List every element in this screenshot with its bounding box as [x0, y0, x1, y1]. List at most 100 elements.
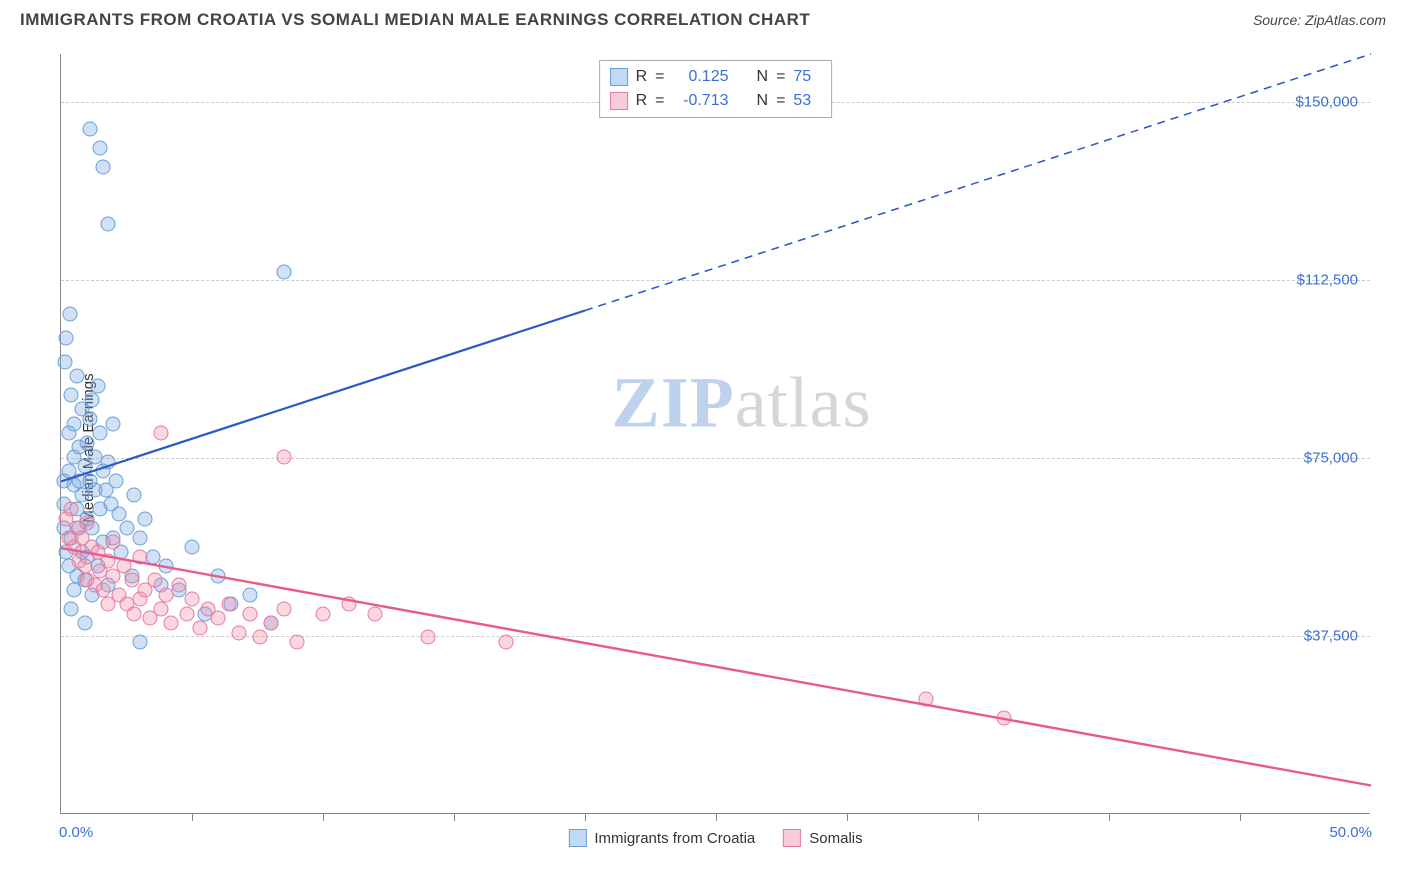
x-tick — [716, 813, 717, 821]
trendline-solid-somalis — [61, 548, 1371, 786]
stats-row-somalis: R = -0.713 N = 53 — [610, 89, 822, 113]
scatter-point-somalis — [211, 611, 226, 626]
stat-N-label: N — [757, 65, 769, 89]
x-tick — [1240, 813, 1241, 821]
source-name: ZipAtlas.com — [1305, 12, 1386, 28]
scatter-point-somalis — [80, 516, 95, 531]
stat-equals2: = — [776, 65, 785, 89]
scatter-point-somalis — [192, 620, 207, 635]
stat-R-croatia: 0.125 — [673, 65, 729, 89]
scatter-point-somalis — [342, 597, 357, 612]
x-tick — [454, 813, 455, 821]
scatter-point-croatia — [64, 601, 79, 616]
stats-row-croatia: R = 0.125 N = 75 — [610, 65, 822, 89]
scatter-point-croatia — [82, 122, 97, 137]
scatter-point-croatia — [82, 411, 97, 426]
legend-swatch-pink-icon — [783, 829, 801, 847]
chart-header: IMMIGRANTS FROM CROATIA VS SOMALI MEDIAN… — [0, 0, 1406, 30]
x-tick — [585, 813, 586, 821]
plot-area: ZIPatlas $37,500$75,000$112,500$150,000 … — [60, 54, 1370, 814]
x-max-label: 50.0% — [1329, 824, 1372, 841]
scatter-point-croatia — [211, 568, 226, 583]
scatter-point-somalis — [420, 630, 435, 645]
x-tick — [1109, 813, 1110, 821]
scatter-point-somalis — [158, 587, 173, 602]
scatter-point-somalis — [101, 554, 116, 569]
scatter-point-croatia — [132, 635, 147, 650]
scatter-point-somalis — [64, 502, 79, 517]
scatter-point-croatia — [93, 426, 108, 441]
swatch-pink-icon — [610, 92, 628, 110]
scatter-point-somalis — [185, 592, 200, 607]
trendlines-layer — [61, 54, 1371, 814]
scatter-point-croatia — [119, 521, 134, 536]
scatter-point-somalis — [171, 578, 186, 593]
scatter-point-somalis — [106, 535, 121, 550]
scatter-point-somalis — [124, 573, 139, 588]
chart-title: IMMIGRANTS FROM CROATIA VS SOMALI MEDIAN… — [20, 10, 810, 30]
scatter-point-croatia — [101, 454, 116, 469]
x-tick — [978, 813, 979, 821]
stat-R-somalis: -0.713 — [673, 89, 729, 113]
stat-R-label2: R — [636, 89, 648, 113]
watermark-atlas: atlas — [735, 363, 872, 443]
stats-box: R = 0.125 N = 75 R = -0.713 N = 53 — [599, 60, 833, 118]
scatter-point-croatia — [158, 559, 173, 574]
scatter-point-somalis — [164, 616, 179, 631]
scatter-point-somalis — [316, 606, 331, 621]
scatter-point-croatia — [106, 416, 121, 431]
scatter-point-somalis — [276, 601, 291, 616]
stat-equals: = — [655, 65, 664, 89]
scatter-point-somalis — [153, 426, 168, 441]
scatter-point-croatia — [85, 392, 100, 407]
scatter-point-croatia — [64, 388, 79, 403]
scatter-point-croatia — [185, 540, 200, 555]
scatter-point-croatia — [242, 587, 257, 602]
stat-equals4: = — [776, 89, 785, 113]
scatter-point-somalis — [116, 559, 131, 574]
legend-label-somalis: Somalis — [809, 830, 862, 847]
scatter-point-somalis — [918, 692, 933, 707]
x-tick — [323, 813, 324, 821]
scatter-point-somalis — [232, 625, 247, 640]
watermark-zip: ZIP — [612, 363, 735, 443]
y-tick-label: $75,000 — [1304, 449, 1358, 466]
scatter-point-croatia — [145, 549, 160, 564]
source-credit: Source: ZipAtlas.com — [1253, 12, 1386, 28]
y-tick-label: $150,000 — [1295, 93, 1358, 110]
scatter-point-croatia — [137, 511, 152, 526]
x-tick — [847, 813, 848, 821]
stat-N-croatia: 75 — [793, 65, 821, 89]
y-tick-label: $37,500 — [1304, 627, 1358, 644]
stat-N-label2: N — [757, 89, 769, 113]
scatter-point-somalis — [132, 549, 147, 564]
gridline — [61, 280, 1370, 281]
swatch-blue-icon — [610, 68, 628, 86]
scatter-point-croatia — [57, 354, 72, 369]
legend-item-somalis: Somalis — [783, 829, 862, 847]
scatter-point-somalis — [95, 582, 110, 597]
stat-R-label: R — [636, 65, 648, 89]
scatter-point-croatia — [132, 530, 147, 545]
scatter-point-croatia — [101, 217, 116, 232]
scatter-point-croatia — [63, 307, 78, 322]
scatter-point-somalis — [499, 635, 514, 650]
chart-wrapper: Median Male Earnings ZIPatlas $37,500$75… — [20, 48, 1386, 848]
scatter-point-croatia — [90, 378, 105, 393]
scatter-point-somalis — [997, 711, 1012, 726]
scatter-point-somalis — [221, 597, 236, 612]
scatter-point-somalis — [289, 635, 304, 650]
scatter-point-croatia — [67, 416, 82, 431]
scatter-point-somalis — [127, 606, 142, 621]
x-tick — [192, 813, 193, 821]
scatter-point-somalis — [276, 449, 291, 464]
scatter-point-croatia — [69, 369, 84, 384]
scatter-point-somalis — [242, 606, 257, 621]
scatter-point-croatia — [77, 616, 92, 631]
scatter-point-somalis — [153, 601, 168, 616]
scatter-point-somalis — [368, 606, 383, 621]
stat-equals3: = — [655, 89, 664, 113]
trendline-solid-croatia — [61, 311, 585, 482]
scatter-point-croatia — [111, 506, 126, 521]
y-tick-label: $112,500 — [1297, 271, 1358, 288]
